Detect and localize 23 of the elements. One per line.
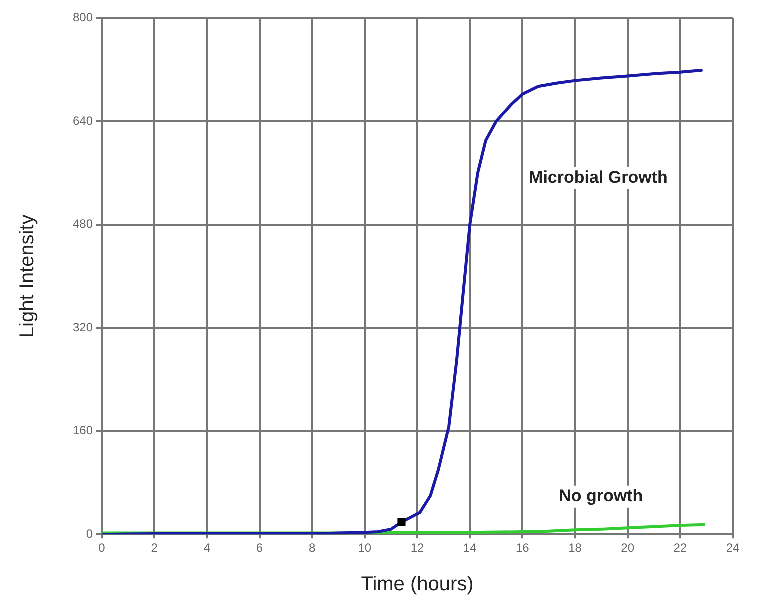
- x-tick-label: 4: [204, 541, 211, 556]
- y-tick-label: 640: [72, 114, 94, 128]
- y-tick-label: 160: [72, 424, 94, 438]
- x-tick-label: 8: [309, 541, 316, 556]
- y-tick-label: 0: [86, 526, 94, 541]
- text: Microbial Growth: [529, 168, 668, 188]
- x-tick-label: 12: [410, 541, 425, 556]
- y-tick-label: 800: [72, 10, 94, 25]
- y-tick-label: 320: [72, 320, 94, 334]
- x-axis-title: Time (hours): [361, 574, 474, 596]
- x-tick-label: 18: [568, 541, 582, 556]
- x-tick-label: 0: [98, 541, 106, 556]
- x-tick-label: 16: [516, 541, 530, 556]
- series-label: No growth: [559, 486, 644, 506]
- y-tick-label: 480: [72, 217, 94, 232]
- x-tick-label: 6: [256, 541, 264, 556]
- x-tick-label: 14: [463, 541, 478, 556]
- x-tick-label: 2: [151, 541, 158, 556]
- x-tick-label: 10: [358, 541, 372, 556]
- y-axis-title: Light Intensity: [16, 214, 39, 338]
- x-tick-label: 24: [726, 541, 740, 556]
- x-tick-label: 20: [621, 541, 635, 556]
- x-tick-label: 22: [674, 541, 688, 556]
